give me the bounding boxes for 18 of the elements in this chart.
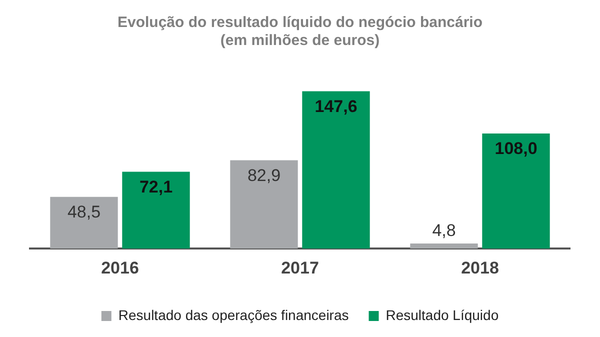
chart-title: Evolução do resultado líquido do negócio bancário (em milhões de euros) <box>117 14 483 50</box>
legend-label: Resultado Líquido <box>386 306 499 323</box>
x-tick-label: 2018 <box>461 258 499 278</box>
bar <box>410 243 478 249</box>
bar <box>302 91 370 249</box>
x-tick-label: 2017 <box>281 258 319 278</box>
bar <box>122 172 190 249</box>
data-label: 4,8 <box>432 221 456 240</box>
x-tick-label: 2016 <box>101 258 139 278</box>
legend-label: Resultado das operações financeiras <box>118 306 349 323</box>
data-label: 147,6 <box>314 96 358 116</box>
data-label: 82,9 <box>247 166 281 185</box>
data-label: 48,5 <box>67 202 101 222</box>
bar <box>482 133 550 249</box>
data-label: 108,0 <box>494 139 538 158</box>
bar <box>230 160 298 249</box>
data-label: 72,1 <box>139 177 173 196</box>
bar <box>50 196 118 249</box>
